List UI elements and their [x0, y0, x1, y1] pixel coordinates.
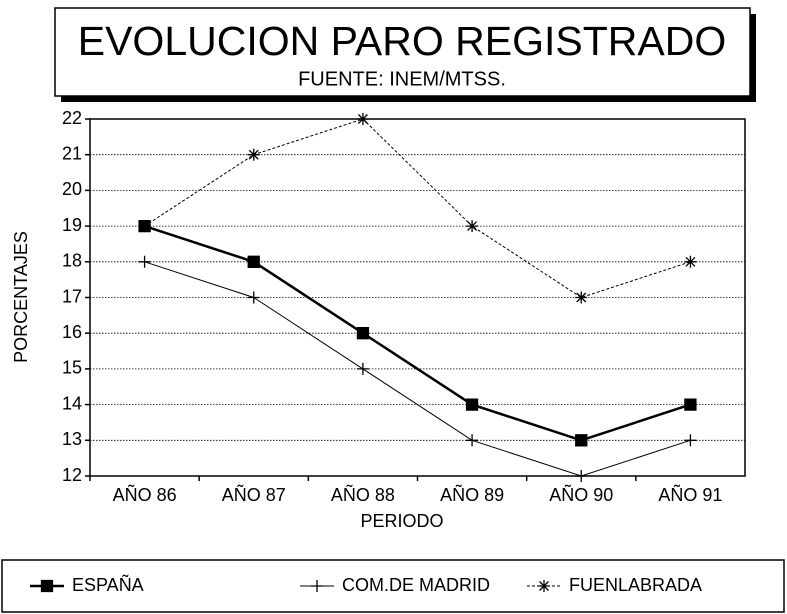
- point-marker: [247, 291, 260, 304]
- y-axis-label: PORCENTAJES: [11, 231, 31, 363]
- point-marker: [575, 470, 588, 482]
- point-marker: [466, 220, 479, 233]
- point-marker: [575, 291, 588, 304]
- point-marker: [247, 148, 260, 161]
- point-marker: [465, 398, 479, 411]
- y-tick-label: 13: [62, 429, 82, 449]
- x-tick-label: AÑO 87: [222, 484, 286, 505]
- y-tick-label: 15: [62, 358, 82, 378]
- y-tick-label: 12: [62, 465, 82, 485]
- legend-marker: [311, 580, 323, 592]
- x-tick-label: AÑO 90: [549, 484, 613, 505]
- x-tick-label: AÑO 91: [658, 484, 722, 505]
- x-tick-label: AÑO 89: [440, 484, 504, 505]
- y-tick-label: 14: [62, 393, 82, 413]
- legend-marker: [40, 579, 54, 593]
- point-marker: [247, 255, 260, 268]
- legend-marker: [538, 580, 550, 592]
- point-marker: [356, 362, 369, 375]
- y-tick-label: 19: [62, 215, 82, 235]
- point-marker: [684, 398, 697, 411]
- point-marker: [138, 255, 151, 268]
- point-marker: [138, 220, 151, 233]
- series-line: [144, 224, 691, 442]
- y-tick-label: 22: [62, 108, 82, 128]
- series-line: [144, 261, 691, 477]
- x-tick-label: AÑO 88: [331, 484, 395, 505]
- chart-title: EVOLUCION PARO REGISTRADO: [78, 18, 727, 64]
- y-tick-label: 20: [62, 179, 82, 199]
- y-tick-label: 21: [62, 143, 82, 163]
- point-marker: [684, 255, 697, 268]
- chart-subtitle: FUENTE: INEM/MTSS.: [298, 68, 506, 90]
- x-tick-label: AÑO 86: [113, 484, 177, 505]
- point-marker: [684, 434, 697, 447]
- title-box: [54, 7, 751, 97]
- y-tick-label: 18: [62, 251, 82, 271]
- y-tick-label: 17: [62, 286, 82, 306]
- legend-box: [1, 559, 785, 613]
- point-marker: [356, 327, 370, 340]
- legend-label: ESPAÑA: [72, 574, 144, 595]
- x-axis-label: PERIODO: [360, 511, 443, 531]
- legend-label: COM.DE MADRID: [342, 575, 490, 595]
- point-marker: [575, 434, 588, 447]
- y-tick-label: 16: [62, 322, 82, 342]
- series-line: [144, 118, 691, 299]
- point-marker: [466, 434, 479, 447]
- point-marker: [356, 113, 369, 125]
- legend-label: FUENLABRADA: [569, 575, 702, 595]
